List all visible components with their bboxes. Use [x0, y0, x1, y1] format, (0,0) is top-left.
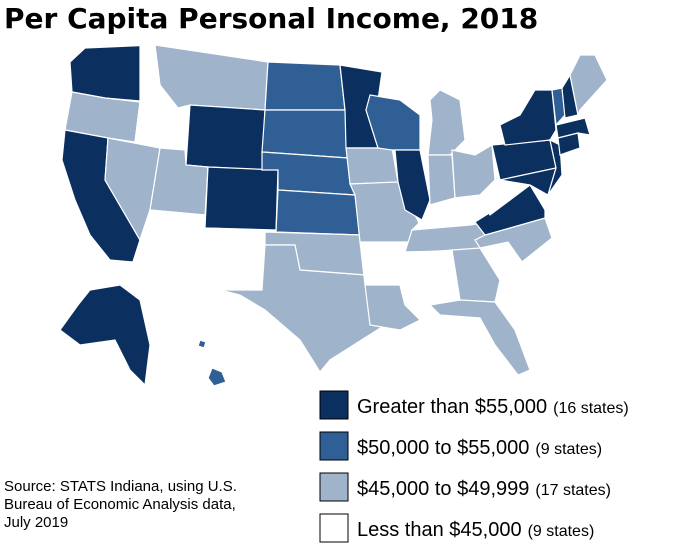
legend-swatch	[319, 472, 349, 502]
state	[204, 166, 279, 231]
us-map	[59, 44, 608, 387]
legend-label: $45,000 to $49,999 (17 states)	[357, 478, 611, 500]
legend-label: Greater than $55,000 (16 states)	[357, 396, 629, 418]
state	[219, 244, 386, 374]
state	[399, 251, 429, 311]
source-line: Source: STATS Indiana, using U.S.	[4, 478, 237, 495]
legend-label: $50,000 to $55,000 (9 states)	[357, 437, 602, 459]
legend-swatch	[319, 390, 349, 420]
source-line: Bureau of Economic Analysis data,	[4, 496, 236, 513]
state	[261, 109, 349, 159]
state	[185, 104, 266, 171]
legend-text: Greater than $55,000	[357, 396, 547, 418]
state	[479, 179, 520, 216]
legend-text: $50,000 to $55,000	[357, 437, 529, 459]
source-line: July 2019	[4, 514, 68, 531]
legend-swatch	[319, 431, 349, 461]
state	[275, 189, 361, 236]
legend-count: (16 states)	[553, 400, 629, 417]
state	[474, 217, 553, 263]
state	[207, 367, 227, 387]
title: Per Capita Personal Income, 2018	[4, 2, 538, 35]
state	[197, 339, 207, 349]
state	[569, 54, 608, 118]
state	[428, 299, 531, 376]
legend-label: Less than $45,000 (9 states)	[357, 519, 594, 541]
legend-text: $45,000 to $49,999	[357, 478, 529, 500]
state	[557, 132, 581, 156]
state	[345, 147, 399, 185]
source-note: Source: STATS Indiana, using U.S.Bureau …	[4, 478, 237, 531]
legend-count: (9 states)	[535, 441, 602, 458]
state	[132, 209, 206, 291]
legend: Greater than $55,000 (16 states) $50,000 t…	[319, 390, 629, 543]
state	[59, 284, 151, 387]
state	[427, 89, 466, 156]
state	[555, 117, 591, 139]
legend-swatch	[319, 513, 349, 543]
state	[199, 227, 266, 291]
state	[154, 44, 269, 111]
state	[499, 89, 557, 146]
state	[427, 154, 456, 206]
legend-count: (17 states)	[535, 482, 611, 499]
state	[264, 61, 346, 111]
legend-count: (9 states)	[528, 523, 595, 540]
legend-text: Less than $45,000	[357, 519, 522, 541]
